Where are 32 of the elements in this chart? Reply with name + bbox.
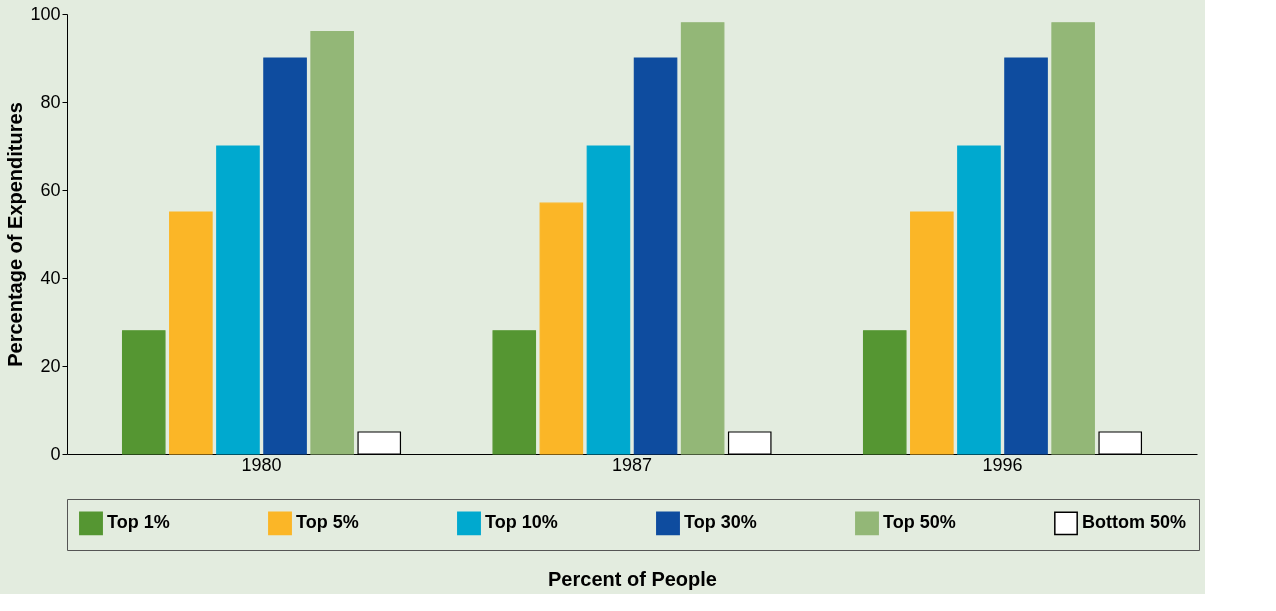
- bar: [910, 211, 954, 455]
- y-tick-label: 20: [40, 355, 61, 376]
- x-tick-label: 1996: [982, 454, 1023, 475]
- y-tick-label: 60: [40, 179, 61, 200]
- legend-label: Top 50%: [883, 512, 956, 533]
- legend-label: Top 1%: [107, 512, 170, 533]
- legend-label: Top 10%: [485, 512, 558, 533]
- bar: [957, 145, 1001, 455]
- x-axis-title: Percent of People: [548, 567, 717, 590]
- bar: [216, 145, 260, 455]
- y-axis-title: Percentage of Expenditures: [4, 102, 27, 367]
- bar: [1004, 57, 1048, 455]
- bar: [169, 211, 213, 455]
- legend-label: Top 5%: [296, 512, 359, 533]
- x-tick-label: 1980: [241, 454, 282, 475]
- bar: [121, 330, 166, 455]
- y-tick-label: 40: [40, 267, 61, 288]
- bar: [862, 330, 907, 455]
- bar: [633, 57, 678, 455]
- bar: [680, 22, 725, 455]
- legend-label: Top 30%: [684, 512, 757, 533]
- bar: [263, 57, 307, 455]
- y-tick-label: 100: [30, 3, 61, 24]
- bar: [586, 145, 631, 455]
- legend-label: Bottom 50%: [1082, 512, 1187, 533]
- bar: [310, 31, 354, 455]
- x-tick-label: 1987: [611, 454, 653, 475]
- bar: [1051, 22, 1095, 455]
- bar: [492, 330, 537, 455]
- bar: [539, 202, 584, 455]
- y-tick-label: 80: [40, 91, 61, 112]
- y-tick-label: 0: [50, 443, 61, 464]
